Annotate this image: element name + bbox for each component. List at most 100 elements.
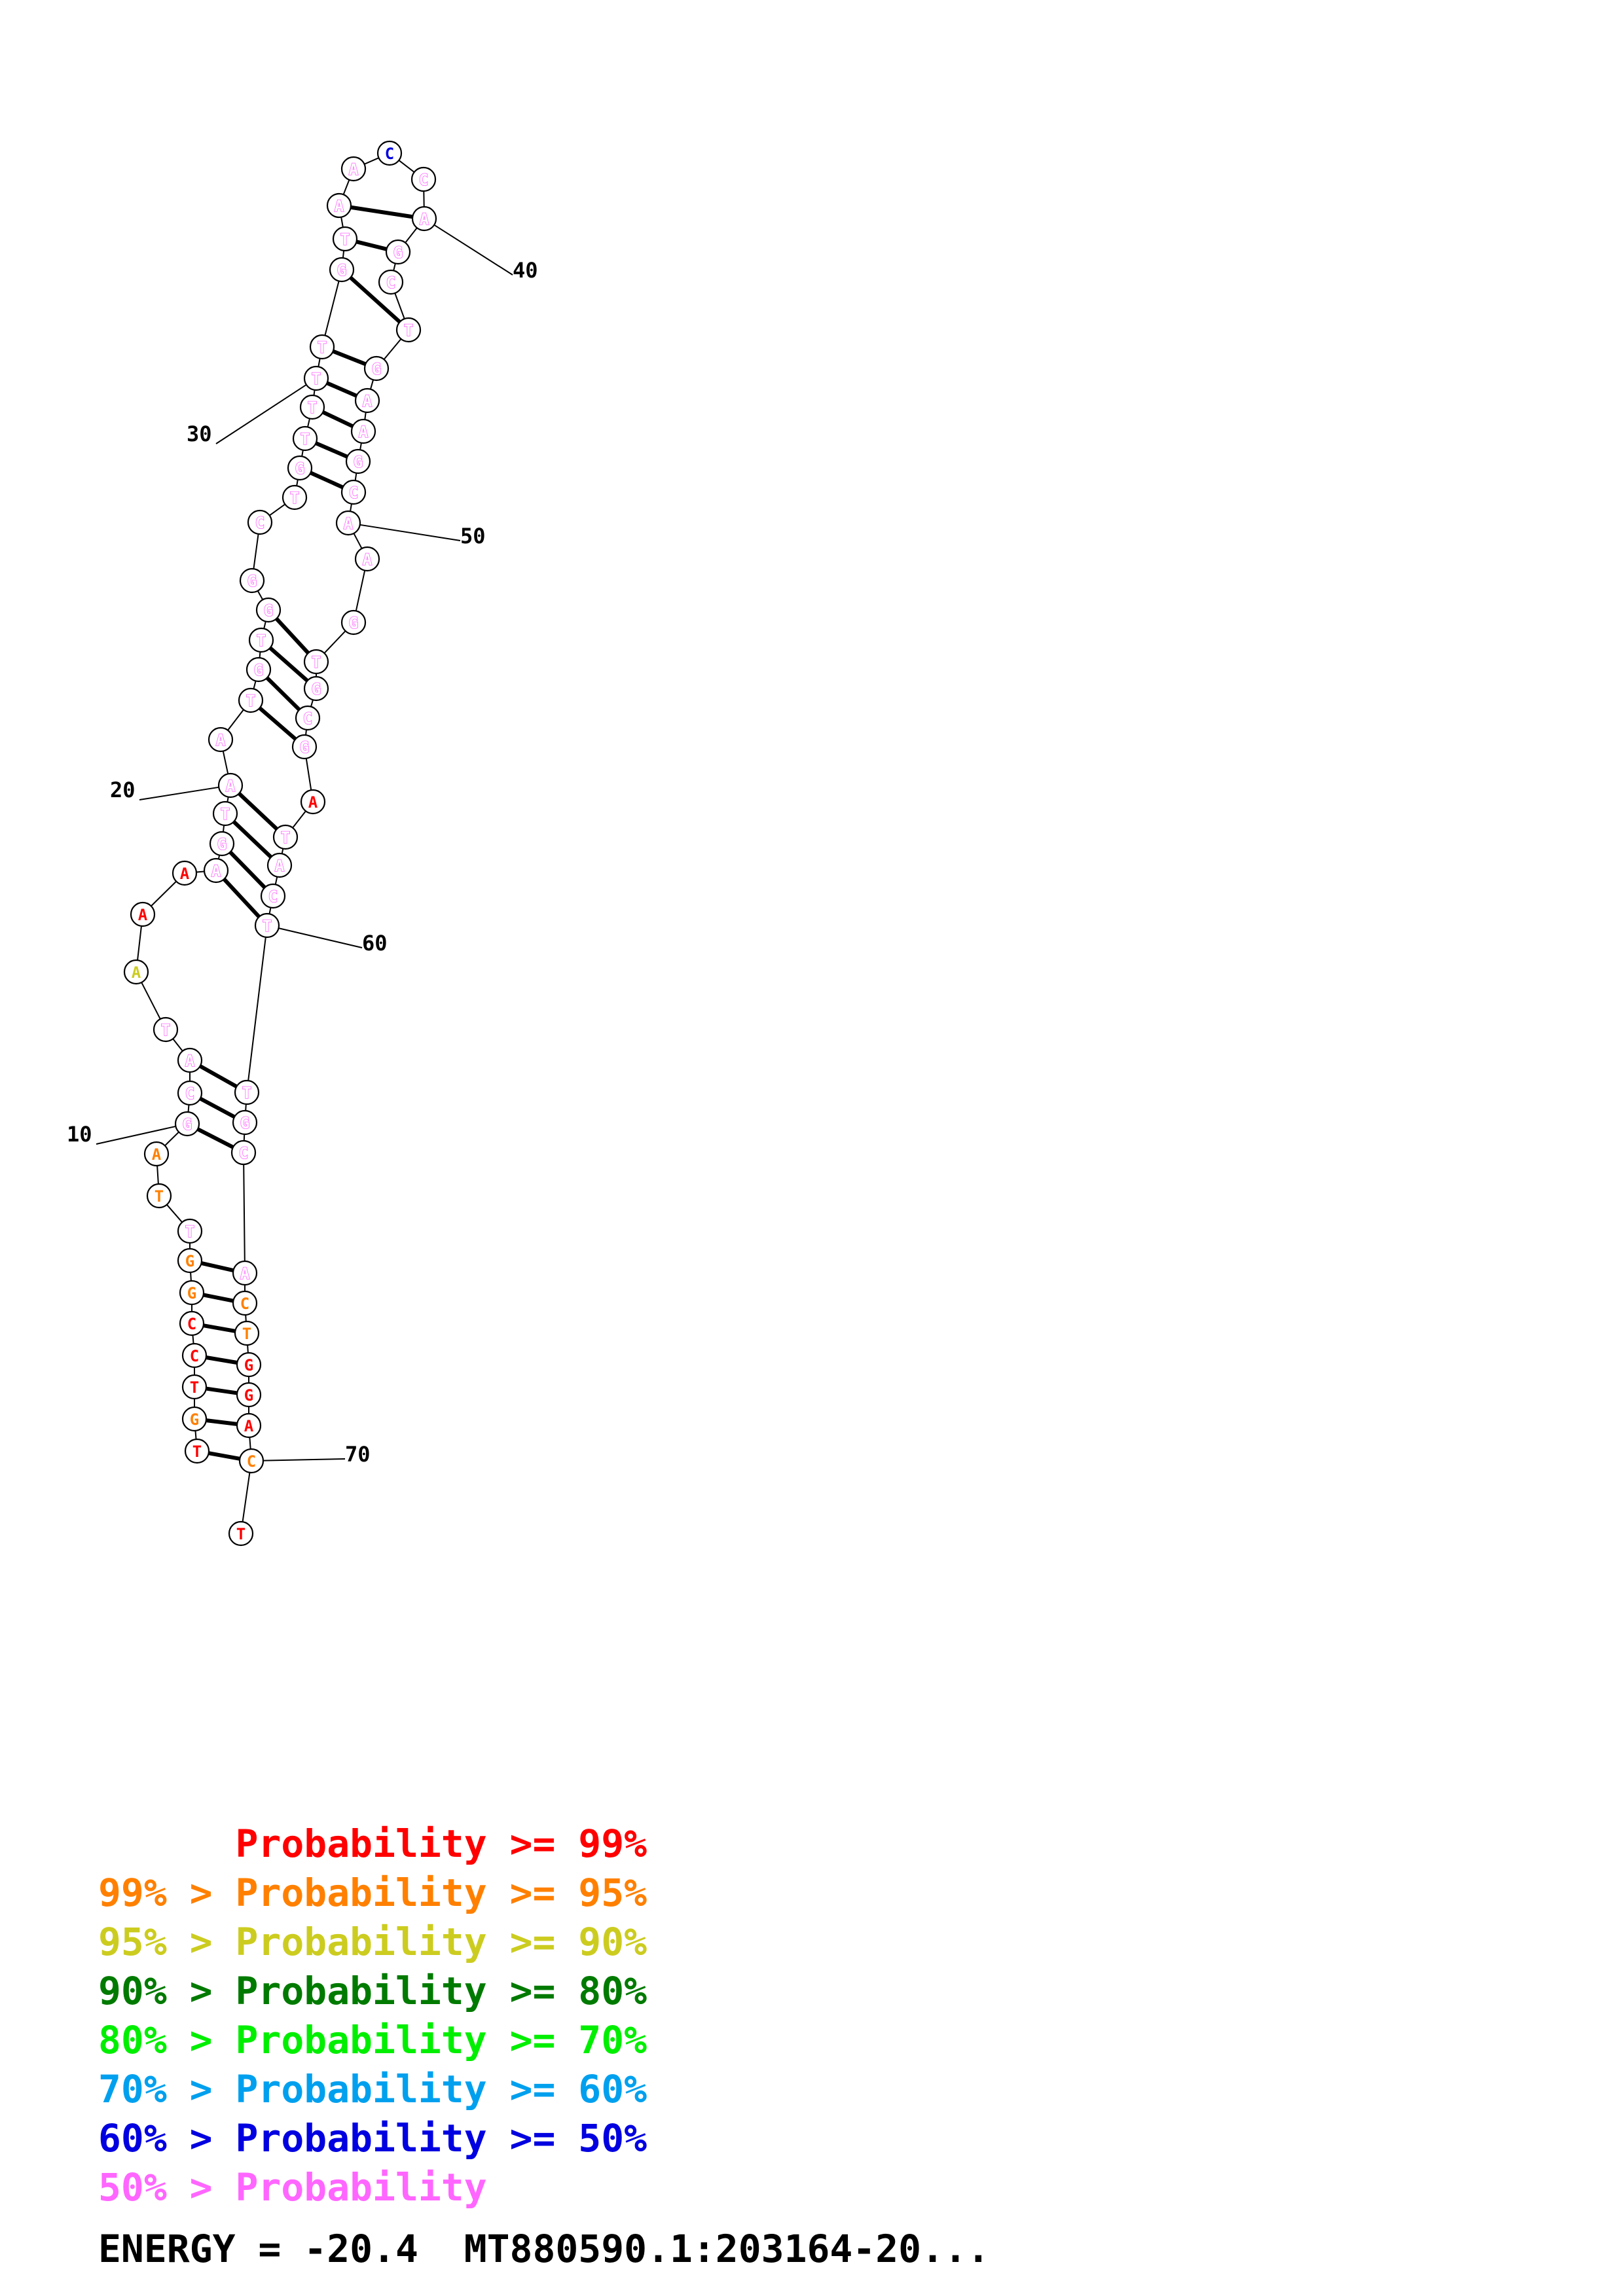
backbone-segment <box>292 810 306 829</box>
nucleotide-base: T <box>263 917 272 935</box>
legend-entry: 50% > Probability <box>98 2165 487 2210</box>
nucleotide-circle <box>247 509 273 535</box>
nucleotide: T <box>282 484 308 511</box>
nucleotide-circle <box>217 772 244 798</box>
nucleotide-base: G <box>312 680 321 698</box>
nucleotide-base: C <box>255 514 264 532</box>
nucleotide-circle <box>146 1183 172 1209</box>
nucleotide-circle <box>410 166 437 192</box>
nucleotide-base: T <box>185 1223 194 1241</box>
nucleotide: T <box>248 627 274 653</box>
nucleotide-base: G <box>244 1386 253 1405</box>
nucleotide: C <box>410 166 437 192</box>
nucleotide: A <box>208 726 234 753</box>
nucleotide-base: T <box>290 489 299 507</box>
nucleotide-base: A <box>275 857 285 875</box>
nucleotide-base: C <box>239 1144 248 1162</box>
base-pair-bond <box>223 878 261 918</box>
base-pair-bond <box>203 1293 234 1303</box>
nucleotide-base: G <box>393 243 403 262</box>
nucleotide: T <box>254 912 280 939</box>
nucleotide-circle <box>309 334 335 360</box>
nucleotide-circle <box>209 831 235 857</box>
nucleotide: G <box>181 1406 208 1432</box>
backbone-segment <box>257 590 264 600</box>
nucleotide-base: G <box>183 1115 192 1134</box>
backbone-segment <box>263 621 266 629</box>
nucleotide-circle <box>246 656 272 683</box>
backbone-segment <box>383 338 402 360</box>
backbone-segment <box>249 1437 251 1450</box>
base-pair-bond <box>315 441 348 459</box>
nucleotide-base: G <box>372 360 381 378</box>
nucleotide: T <box>395 317 422 343</box>
backbone-segment <box>369 380 374 389</box>
backbone-segment <box>394 293 405 319</box>
nucleotide: C <box>376 140 403 166</box>
nucleotide: T <box>184 1438 210 1464</box>
nucleotide-base: G <box>217 835 227 853</box>
nucleotide: T <box>228 1520 254 1547</box>
base-pair-bond <box>310 471 344 490</box>
backbone-segment <box>323 630 346 654</box>
legend-entry: 60% > Probability >= 50% <box>98 2116 647 2161</box>
base-pair-bond <box>208 1451 240 1461</box>
nucleotide-base: A <box>244 1417 254 1435</box>
nucleotide: T <box>332 226 358 252</box>
legend-entry: 70% > Probability >= 60% <box>98 2067 647 2111</box>
energy-line: ENERGY = -20.4 MT880590.1:203164-20... <box>98 2227 990 2271</box>
nucleotide-circle <box>300 789 326 815</box>
nucleotide: G <box>209 831 235 857</box>
nucleotide-base: G <box>247 572 257 590</box>
backbone-segment <box>342 250 345 259</box>
backbone-segment <box>137 925 142 961</box>
nucleotide: T <box>303 649 329 675</box>
backbone-layer <box>137 157 425 1522</box>
nucleotide: A <box>411 206 437 232</box>
nucleotide-circle <box>335 510 361 536</box>
nucleotide: G <box>177 1247 203 1274</box>
nucleotide-circle <box>238 1448 264 1474</box>
backbone-segment <box>172 1038 183 1052</box>
nucleotide-base: A <box>349 160 359 179</box>
backbone-segment <box>355 570 366 611</box>
nucleotide: G <box>232 1109 258 1136</box>
nucleotide-base: A <box>335 197 344 215</box>
backbone-segment <box>194 1430 197 1440</box>
base-pair-bond <box>200 1261 234 1272</box>
nucleotide: A <box>232 1260 258 1286</box>
backbone-segment <box>353 533 363 549</box>
base-pair-bond <box>206 1418 238 1426</box>
nucleotide-circle <box>385 239 411 265</box>
nucleotide-base: T <box>301 430 310 448</box>
nucleotide-base: C <box>303 709 312 728</box>
nucleotide-circle <box>181 1406 208 1432</box>
nucleotide: A <box>123 959 149 985</box>
nucleotide-base: T <box>190 1378 199 1397</box>
nucleotide-base: G <box>187 1284 196 1302</box>
nucleotide-circle <box>177 1218 203 1244</box>
nucleotide: G <box>236 1382 262 1408</box>
nucleotide-base: T <box>192 1443 202 1461</box>
backbone-segment <box>166 1204 183 1223</box>
nucleotide-circle <box>340 156 367 182</box>
nucleotide-base: A <box>152 1145 162 1164</box>
nucleotide-circle <box>395 317 422 343</box>
nucleotide: C <box>378 269 404 295</box>
nucleotide-base: T <box>257 632 266 650</box>
nucleotide-circle <box>303 675 329 702</box>
nucleotide: C <box>232 1290 258 1316</box>
backbone-segment <box>359 442 362 450</box>
base-pair-bond <box>199 1096 236 1119</box>
nucleotide-base: T <box>340 230 350 249</box>
probability-legend: Probability >= 99% 99% > Probability >= 9… <box>98 1820 647 2212</box>
base-pair-bond <box>321 410 354 428</box>
nucleotide-base: T <box>242 1084 251 1102</box>
nucleotide-base: C <box>386 274 395 292</box>
backbone-segment <box>301 450 304 457</box>
nucleotide-circle <box>228 1520 254 1547</box>
nucleotide-base: A <box>180 865 190 883</box>
nucleotide: T <box>177 1218 203 1244</box>
nucleotide: G <box>287 455 313 481</box>
